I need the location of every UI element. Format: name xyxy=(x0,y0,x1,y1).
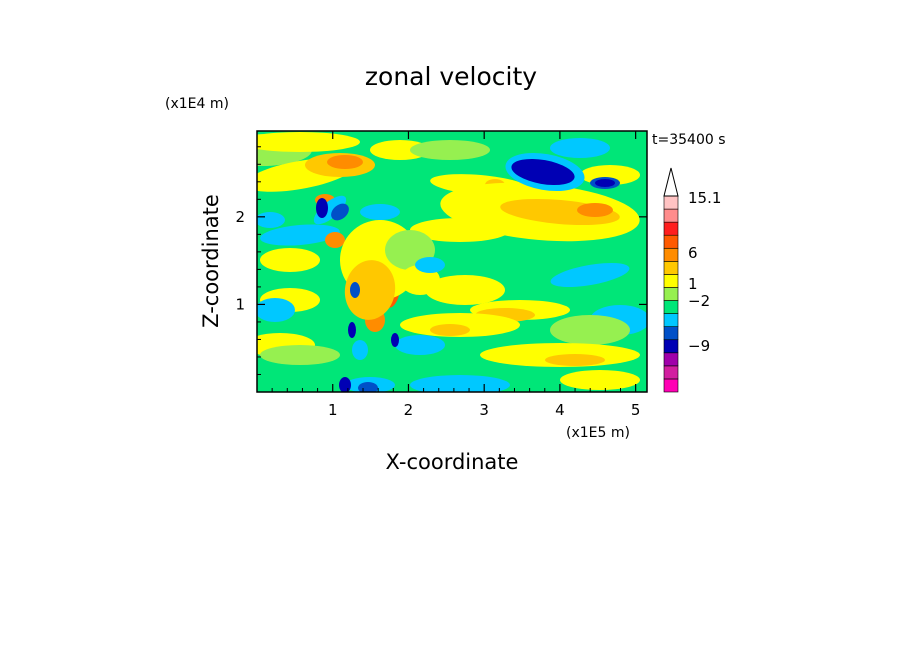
field-blob xyxy=(395,335,445,355)
field-blob xyxy=(339,377,351,392)
time-label: t=35400 s xyxy=(652,132,726,148)
x-tick-label: 1 xyxy=(328,401,338,419)
colorbar: 15.1 6 1−2 −9 xyxy=(663,167,721,393)
field-blob xyxy=(415,257,445,273)
x-tick-label: 3 xyxy=(479,401,489,419)
colorbar-segment xyxy=(663,313,679,327)
field-blob xyxy=(327,155,363,169)
colorbar-segment xyxy=(663,221,679,236)
colorbar-segment xyxy=(663,287,679,301)
field-blob xyxy=(550,138,610,158)
colorbar-segment xyxy=(663,300,679,314)
colorbar-extend-arrow xyxy=(663,167,679,197)
field-blob xyxy=(260,224,340,246)
colorbar-segment xyxy=(663,339,679,354)
y-axis: 12 xyxy=(235,146,647,375)
y-tick-label: 2 xyxy=(235,208,245,226)
colorbar-label: −9 xyxy=(688,337,710,355)
x-unit-label: (x1E5 m) xyxy=(566,425,630,441)
field-blob xyxy=(350,282,360,298)
colorbar-segment xyxy=(663,234,679,249)
field-blob xyxy=(595,179,615,187)
field-blobs xyxy=(257,132,647,392)
field-blob xyxy=(257,212,285,228)
field-blob xyxy=(325,232,345,248)
field-blob xyxy=(260,248,320,272)
field-blob xyxy=(410,140,490,160)
colorbar-segment xyxy=(663,365,679,380)
colorbar-label: 15.1 xyxy=(688,189,721,207)
colorbar-label: −2 xyxy=(688,292,710,310)
plot-frame xyxy=(256,130,648,393)
y-unit-label: (x1E4 m) xyxy=(165,96,229,112)
colorbar-segment xyxy=(663,352,679,367)
field-blob xyxy=(410,218,510,242)
x-axis: 1 2 3 4 5 xyxy=(271,131,641,419)
y-tick-label: 1 xyxy=(235,295,245,313)
colorbar-segment xyxy=(663,195,679,210)
field-blob xyxy=(260,345,340,365)
field-blob xyxy=(545,354,605,366)
field-blob xyxy=(577,203,613,217)
field-blob xyxy=(331,203,349,221)
x-axis-label: X-coordinate xyxy=(386,450,519,474)
field-blob xyxy=(410,375,510,392)
field-blob xyxy=(316,198,328,218)
colorbar-label: 6 xyxy=(688,244,698,262)
field-blob xyxy=(352,340,368,360)
colorbar-segment xyxy=(663,378,679,393)
field-blob xyxy=(391,333,399,347)
colorbar-label: 1 xyxy=(688,275,698,293)
colorbar-segment xyxy=(663,247,679,262)
field-blob xyxy=(344,260,396,320)
colorbar-segment xyxy=(663,261,679,275)
colorbar-segment xyxy=(663,274,679,288)
field-blob xyxy=(430,324,470,336)
field-blob xyxy=(360,204,400,220)
chart-title: zonal velocity xyxy=(365,62,537,91)
x-tick-label: 2 xyxy=(404,401,414,419)
x-tick-label: 5 xyxy=(631,401,641,419)
field-blob xyxy=(257,132,360,152)
y-axis-label: Z-coordinate xyxy=(199,194,223,328)
heatmap-field xyxy=(257,131,647,392)
field-blob xyxy=(425,275,505,305)
field-blob xyxy=(257,298,295,322)
field-blob xyxy=(550,315,630,345)
field-blob xyxy=(550,262,630,288)
field-blob xyxy=(511,158,575,186)
x-tick-label: 4 xyxy=(555,401,565,419)
field-blob xyxy=(560,370,640,390)
field-blob xyxy=(370,140,430,160)
colorbar-segment xyxy=(663,208,679,223)
colorbar-segment xyxy=(663,326,679,341)
field-blob xyxy=(348,322,356,338)
